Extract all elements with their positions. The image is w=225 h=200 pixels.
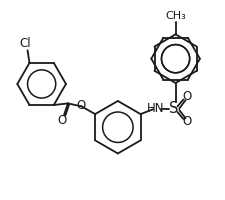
Text: S: S — [169, 101, 178, 116]
Text: O: O — [57, 114, 67, 127]
Text: CH₃: CH₃ — [165, 11, 186, 21]
Text: O: O — [183, 90, 192, 103]
Text: HN: HN — [146, 102, 164, 115]
Text: O: O — [183, 115, 192, 128]
Text: Cl: Cl — [20, 37, 32, 50]
Text: O: O — [76, 99, 85, 112]
